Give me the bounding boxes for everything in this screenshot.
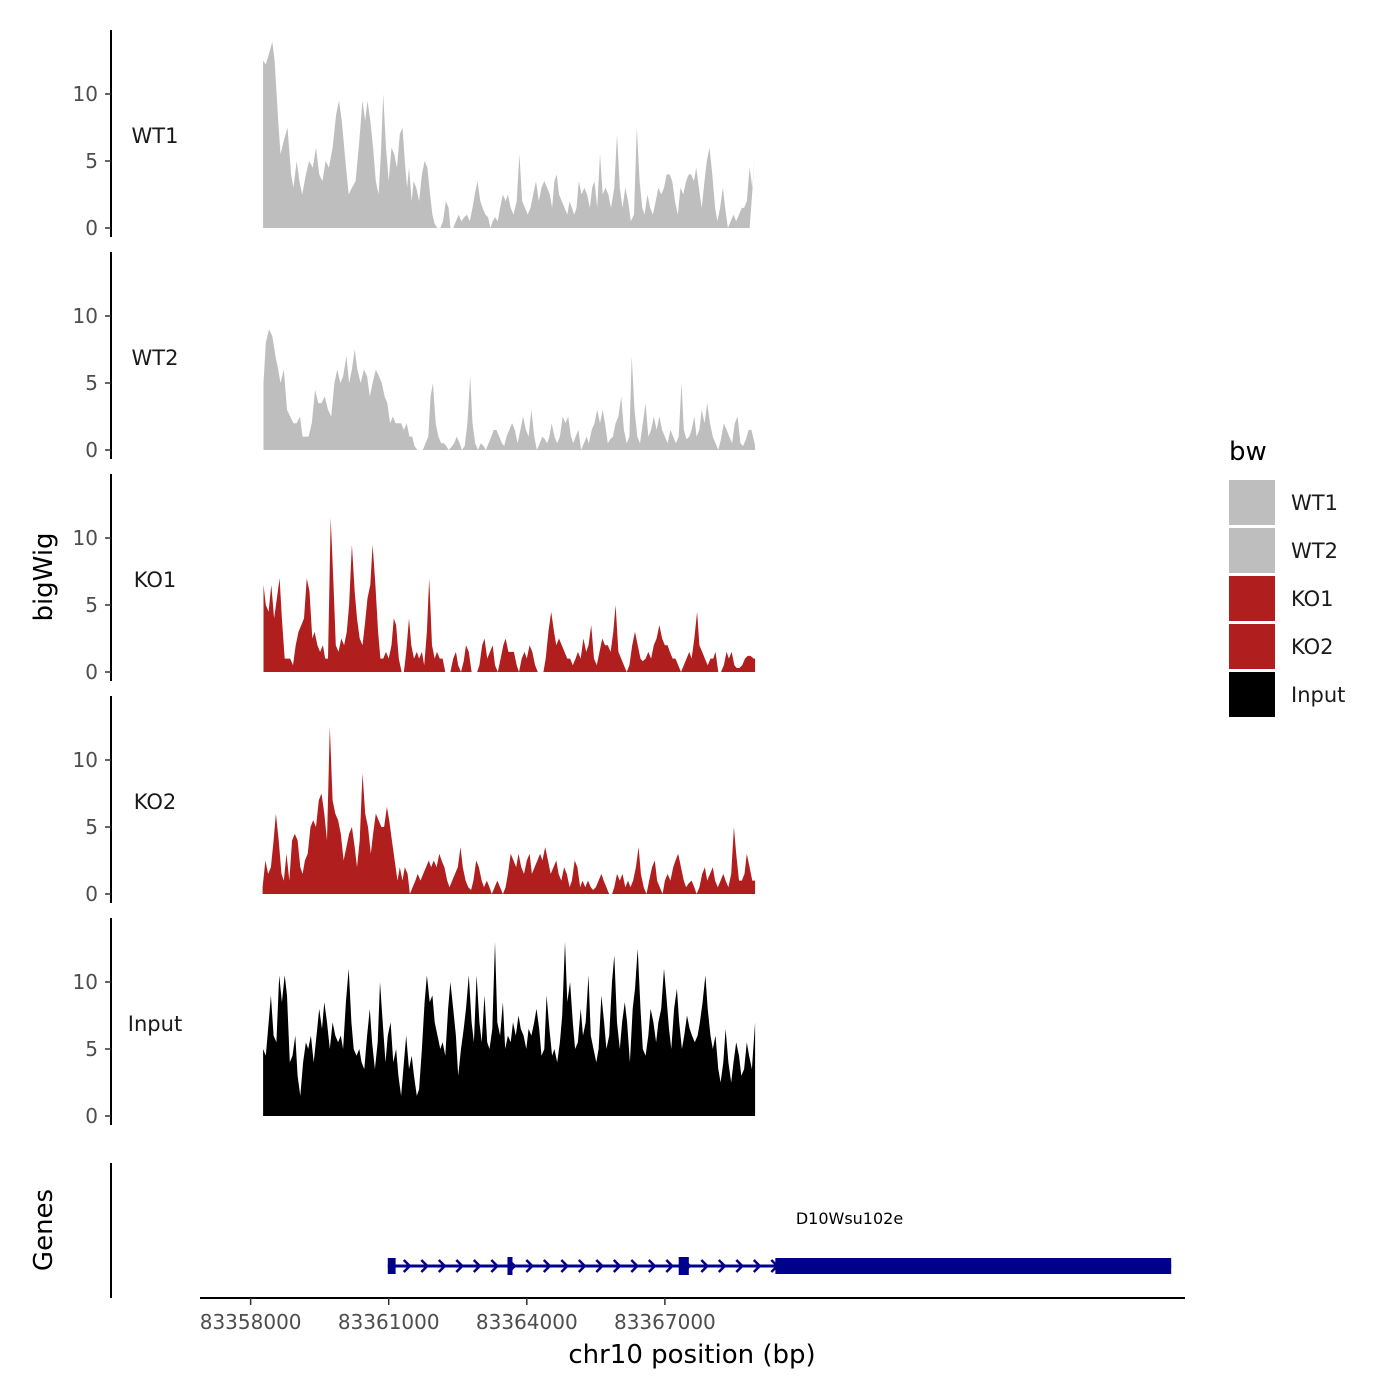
legend-label-wt1: WT1 xyxy=(1291,491,1338,515)
legend-swatch-wt2 xyxy=(1229,528,1275,573)
y-tick-label: 0 xyxy=(85,660,98,684)
y-tick-label: 0 xyxy=(85,882,98,906)
track-panel-ko2: 0 5 10 KO2 xyxy=(73,696,756,906)
strand-arrow xyxy=(437,1259,447,1273)
y-tick-label: 0 xyxy=(85,216,98,240)
track-panel-wt2: 0 5 10 WT2 xyxy=(73,252,756,462)
track-panels: 0 5 10 WT1 0 5 10 WT2 0 5 10 KO1 0 5 10 KO2 0 5 10 Input xyxy=(73,30,756,1128)
strand-arrow xyxy=(665,1259,675,1273)
track-label-input: Input xyxy=(128,1012,182,1036)
y-tick-label: 0 xyxy=(85,1104,98,1128)
x-tick-label: 83364000 xyxy=(476,1310,578,1334)
y-tick-label: 5 xyxy=(85,149,98,173)
strand-arrow xyxy=(717,1259,727,1273)
strand-arrow xyxy=(647,1259,657,1273)
y-tick-label: 0 xyxy=(85,438,98,462)
x-tick-label: 83367000 xyxy=(614,1310,716,1334)
track-label-ko1: KO1 xyxy=(134,568,177,592)
legend-label-ko2: KO2 xyxy=(1291,635,1334,659)
signal-area-ko1 xyxy=(263,517,756,672)
legend-swatch-ko2 xyxy=(1229,624,1275,669)
legend-label-input: Input xyxy=(1291,683,1345,707)
track-label-wt1: WT1 xyxy=(132,124,179,148)
gene-name-label: D10Wsu102e xyxy=(796,1209,903,1228)
legend: bw WT1 WT2 KO1 KO2 Input xyxy=(1229,437,1345,717)
signal-area-ko2 xyxy=(262,726,756,894)
strand-arrow xyxy=(420,1259,430,1273)
gene-exon xyxy=(387,1258,396,1274)
gene-exon xyxy=(507,1257,513,1275)
y-tick-label: 10 xyxy=(73,304,98,328)
legend-label-ko1: KO1 xyxy=(1291,587,1334,611)
strand-arrow xyxy=(752,1259,762,1273)
legend-swatch-input xyxy=(1229,672,1275,717)
track-panel-ko1: 0 5 10 KO1 xyxy=(73,474,756,684)
gene-exon xyxy=(775,1258,1172,1274)
genes-axis-title: Genes xyxy=(29,1189,59,1271)
y-tick-label: 10 xyxy=(73,970,98,994)
legend-swatch-wt1 xyxy=(1229,480,1275,525)
legend-swatch-ko1 xyxy=(1229,576,1275,621)
y-tick-label: 10 xyxy=(73,82,98,106)
signal-area-wt1 xyxy=(263,41,756,229)
track-panel-wt1: 0 5 10 WT1 xyxy=(73,30,756,240)
legend-title: bw xyxy=(1229,437,1267,467)
y-tick-label: 5 xyxy=(85,371,98,395)
strand-arrow xyxy=(455,1259,465,1273)
strand-arrow xyxy=(490,1259,500,1273)
x-axis: 83358000 83361000 83364000 83367000 xyxy=(200,1297,1185,1334)
strand-arrow xyxy=(472,1259,482,1273)
signal-area-input xyxy=(263,941,756,1116)
y-tick-label: 10 xyxy=(73,748,98,772)
strand-arrow xyxy=(402,1259,412,1273)
signal-area-wt2 xyxy=(263,329,756,450)
x-tick-label: 83358000 xyxy=(200,1310,302,1334)
strand-arrow xyxy=(700,1259,710,1273)
gene-track: D10Wsu102e xyxy=(110,1163,1172,1298)
strand-arrow xyxy=(612,1259,622,1273)
y-tick-label: 5 xyxy=(85,815,98,839)
y-axis-title: bigWig xyxy=(29,532,59,621)
y-tick-label: 10 xyxy=(73,526,98,550)
track-label-wt2: WT2 xyxy=(132,346,179,370)
strand-arrow xyxy=(735,1259,745,1273)
gene-exon xyxy=(678,1257,689,1275)
strand-arrow xyxy=(595,1259,605,1273)
strand-arrow xyxy=(542,1259,552,1273)
y-tick-label: 5 xyxy=(85,1037,98,1061)
legend-label-wt2: WT2 xyxy=(1291,539,1338,563)
strand-arrow xyxy=(577,1259,587,1273)
track-panel-input: 0 5 10 Input xyxy=(73,918,756,1128)
y-tick-label: 5 xyxy=(85,593,98,617)
strand-arrow xyxy=(560,1259,570,1273)
strand-arrow xyxy=(525,1259,535,1273)
x-tick-label: 83361000 xyxy=(338,1310,440,1334)
x-axis-title: chr10 position (bp) xyxy=(568,1340,815,1370)
track-label-ko2: KO2 xyxy=(134,790,177,814)
strand-arrow xyxy=(630,1259,640,1273)
